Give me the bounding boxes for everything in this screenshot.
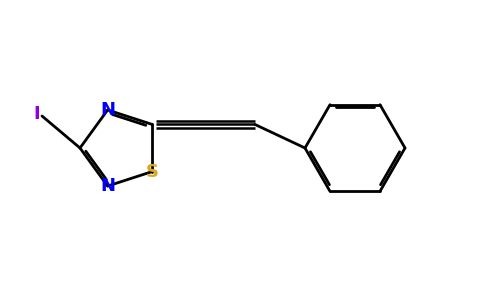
- Text: N: N: [100, 101, 115, 119]
- Text: S: S: [146, 163, 159, 181]
- Text: N: N: [100, 177, 115, 195]
- Text: I: I: [34, 105, 40, 123]
